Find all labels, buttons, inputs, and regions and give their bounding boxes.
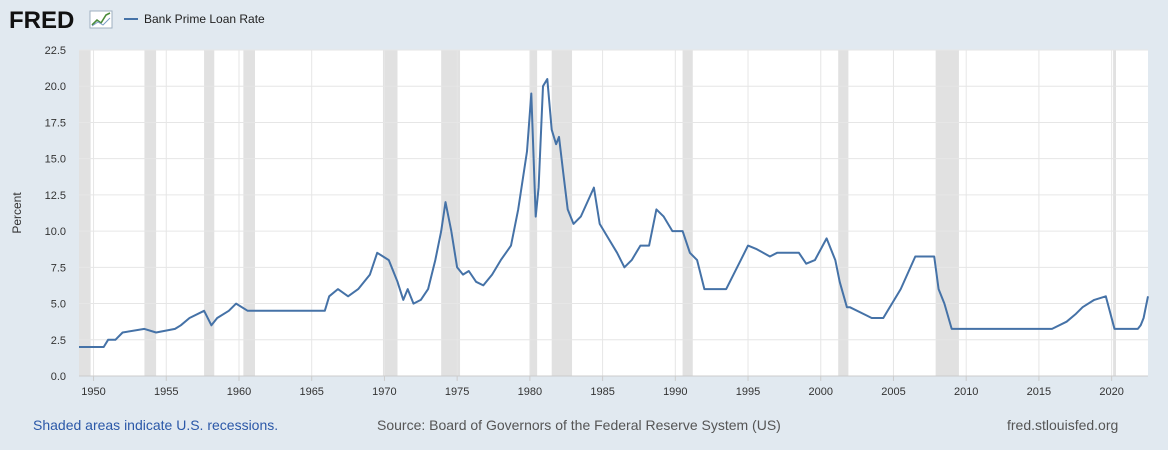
recession-band-0: [79, 50, 91, 376]
recession-band-1: [144, 50, 157, 376]
y-tick-label: 7.5: [51, 262, 66, 274]
series-line-bank-prime-loan-rate[interactable]: [79, 78, 1149, 348]
recession-band-5: [441, 50, 461, 376]
x-tick-label: 2010: [954, 386, 978, 398]
legend-label: Bank Prime Loan Rate: [144, 12, 265, 26]
y-tick-label: 20.0: [45, 81, 66, 93]
y-tick-label: 0.0: [51, 371, 66, 383]
recession-band-10: [935, 50, 959, 376]
recession-band-3: [243, 50, 255, 376]
x-tick-label: 2000: [809, 386, 833, 398]
line-chart: FRED Bank Prime Loan Rate 0.0 2.5 5.0 7.5 10…: [9, 7, 1149, 398]
recession-band-11: [1113, 50, 1117, 376]
y-axis-label: Percent: [10, 192, 24, 234]
y-axis-ticks: 0.0 2.5 5.0 7.5 10.0 12.5 15.0 17.5 20.0 22.5: [45, 45, 66, 383]
x-tick-label: 2005: [881, 386, 905, 398]
x-tick-label: 2020: [1099, 386, 1123, 398]
chart-logo-icon: [89, 10, 113, 29]
y-tick-label: 10.0: [45, 226, 66, 238]
recession-band-4: [382, 50, 398, 376]
x-tick-label: 1960: [227, 386, 251, 398]
fred-logo[interactable]: FRED: [9, 7, 113, 34]
footer: Shaded areas indicate U.S. recessions. S…: [0, 415, 1168, 437]
fred-logo-text: FRED: [9, 7, 74, 34]
recession-band-7: [551, 50, 573, 376]
site-link[interactable]: fred.stlouisfed.org: [1007, 417, 1119, 433]
x-tick-label: 1995: [736, 386, 760, 398]
y-tick-label: 22.5: [45, 45, 66, 57]
x-axis-ticks: 1950 1955 1960 1965 1970 1975 1980 1985 1990 1995…: [79, 375, 1148, 398]
x-tick-label: 1975: [445, 386, 469, 398]
x-tick-label: 1990: [663, 386, 687, 398]
recession-band-6: [529, 50, 538, 376]
x-tick-label: 1965: [299, 386, 323, 398]
recession-note: Shaded areas indicate U.S. recessions.: [33, 417, 279, 433]
y-tick-label: 15.0: [45, 154, 66, 166]
gridlines: [79, 49, 1148, 376]
recession-bands: [79, 50, 1117, 376]
y-tick-label: 17.5: [45, 117, 66, 129]
y-tick-label: 2.5: [51, 335, 66, 347]
recession-band-8: [682, 50, 693, 376]
recession-band-9: [838, 50, 849, 376]
x-tick-label: 1970: [372, 386, 396, 398]
x-tick-label: 2015: [1027, 386, 1051, 398]
source-note: Source: Board of Governors of the Federa…: [377, 417, 781, 433]
y-tick-label: 5.0: [51, 299, 66, 311]
recession-band-2: [204, 50, 215, 376]
y-tick-label: 12.5: [45, 190, 66, 202]
x-tick-label: 1985: [590, 386, 614, 398]
plot-area: [79, 50, 1148, 376]
legend: Bank Prime Loan Rate: [124, 12, 265, 26]
x-tick-label: 1980: [518, 386, 542, 398]
x-tick-label: 1950: [81, 386, 105, 398]
x-tick-label: 1955: [154, 386, 178, 398]
